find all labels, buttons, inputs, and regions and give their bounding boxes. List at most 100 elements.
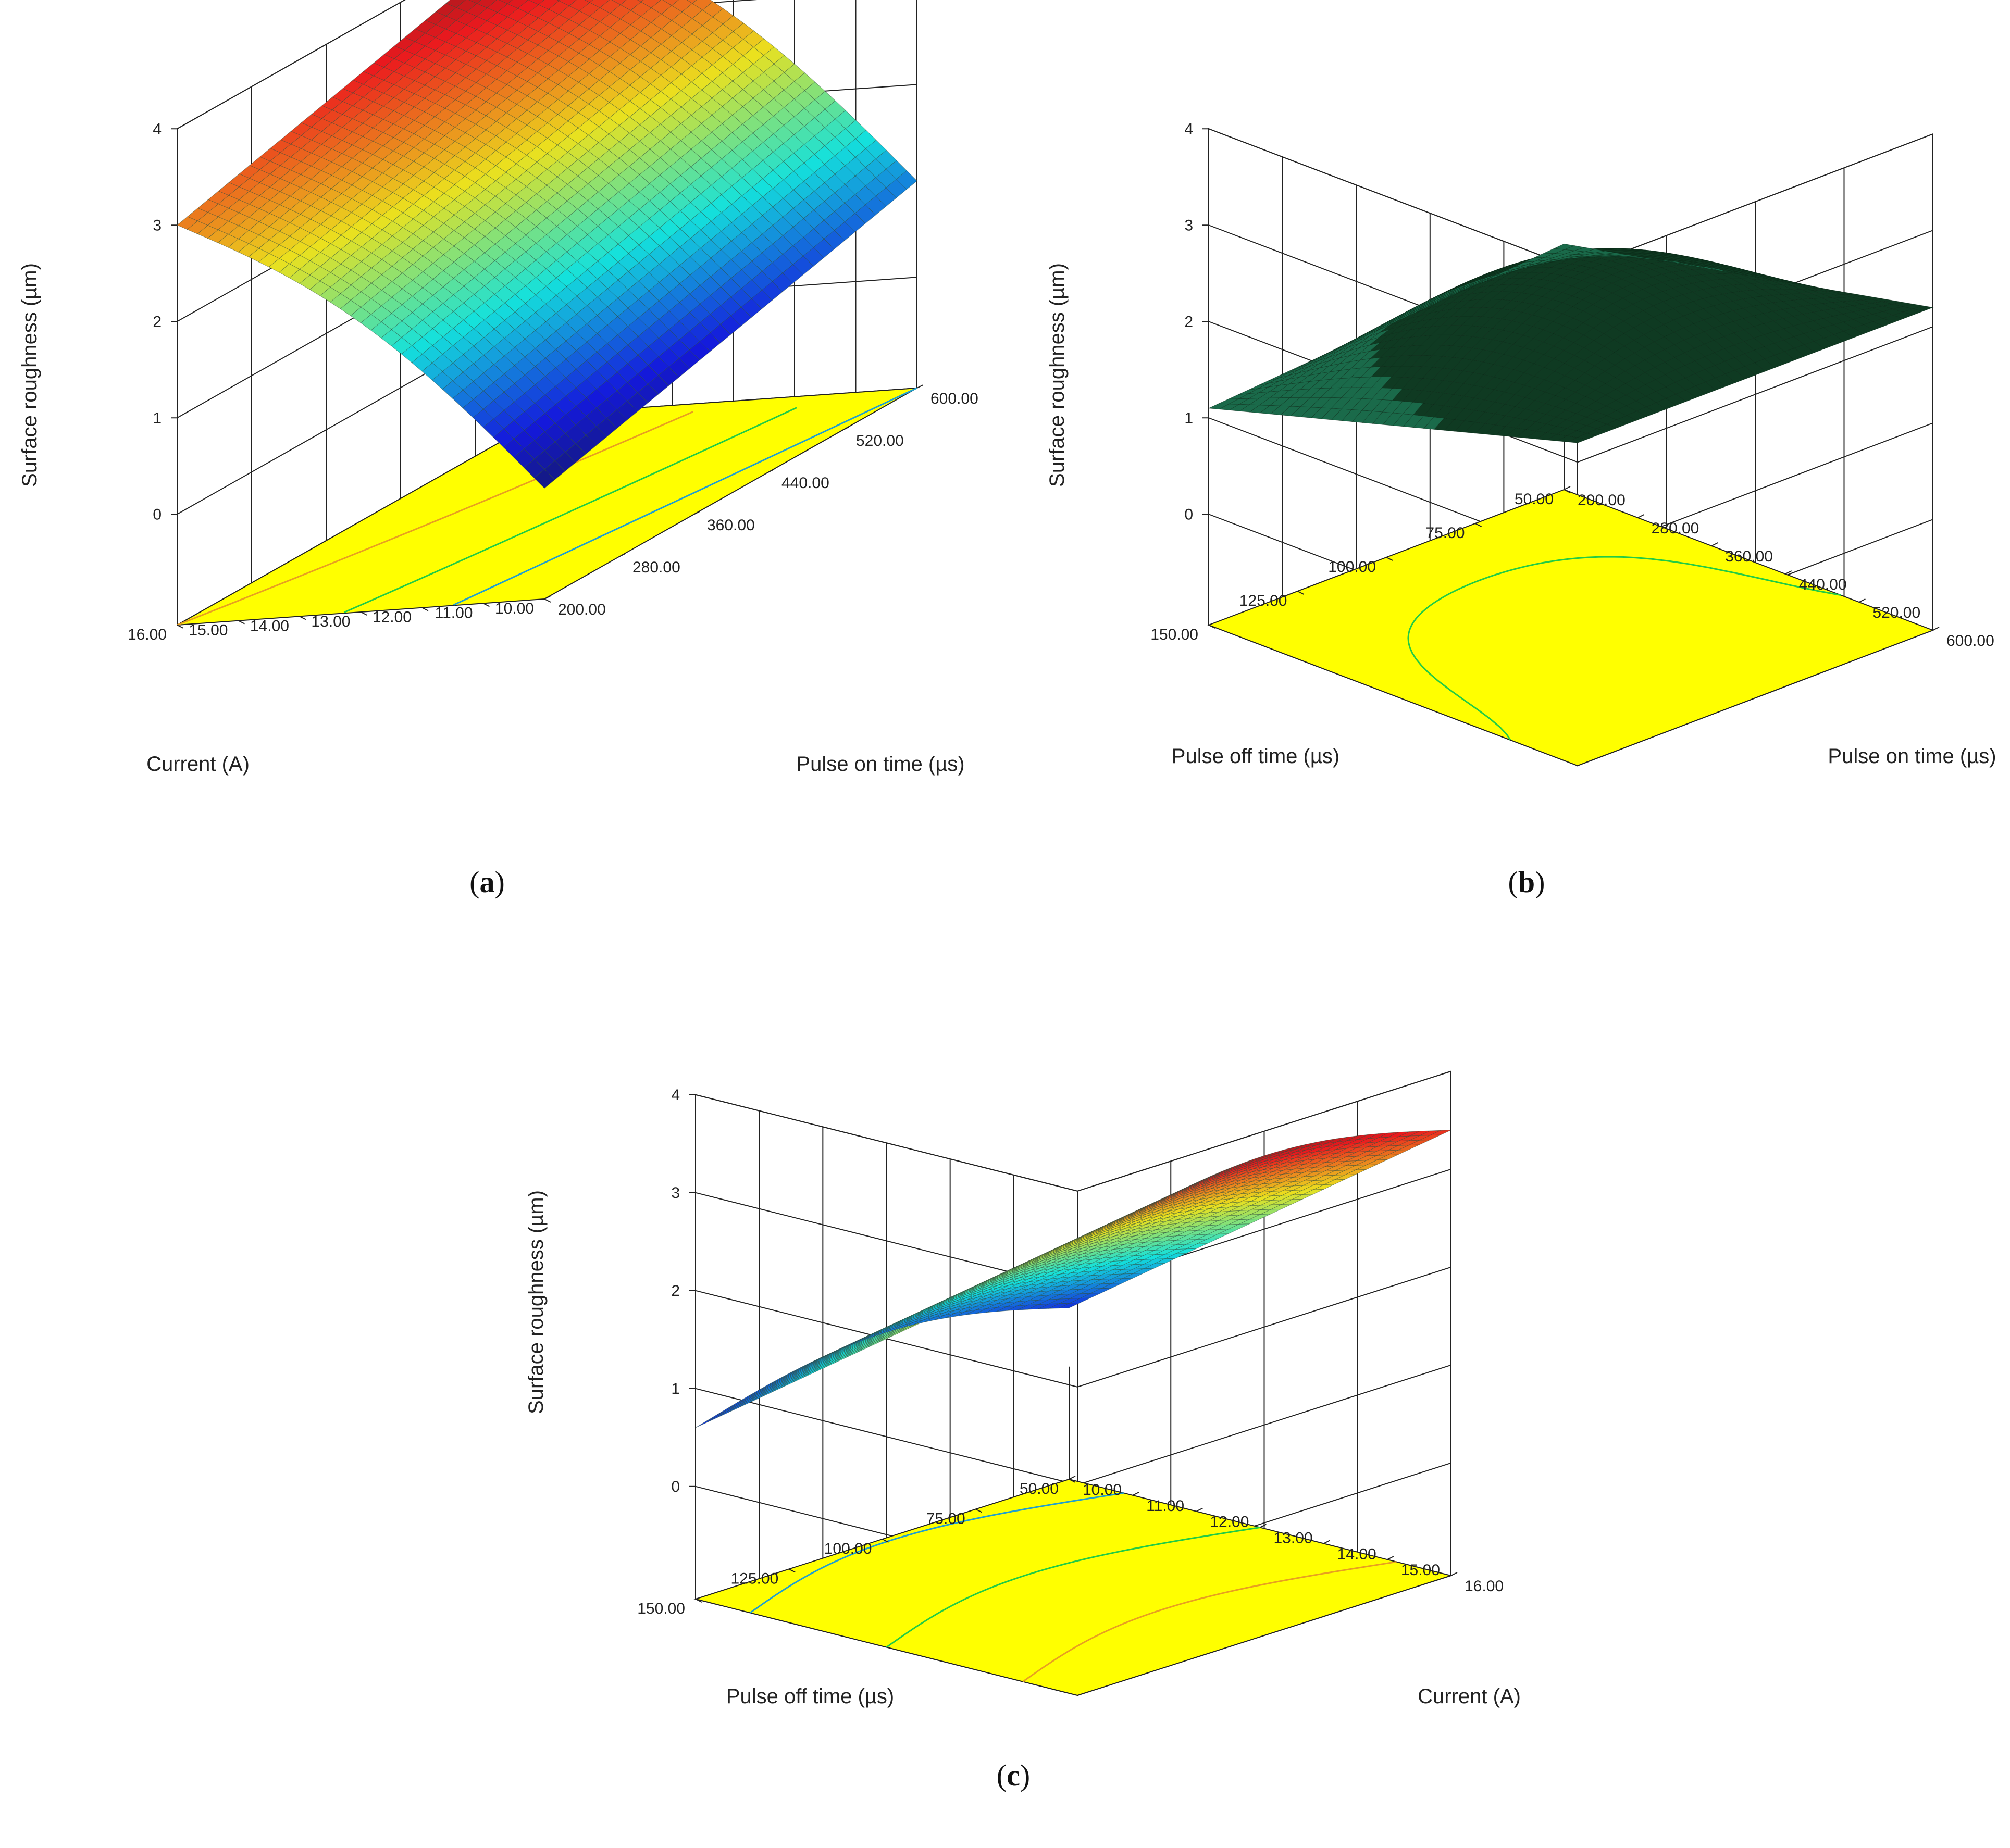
y-tick-mark (1564, 486, 1571, 490)
y-tick-mark (1132, 1491, 1139, 1496)
z-axis-label: Surface roughness (µm) (525, 1190, 548, 1414)
y-tick-mark (1785, 570, 1792, 575)
y-axis-label: Pulse on time (µs) (1828, 745, 1996, 768)
x-tick-label: 13.00 (311, 613, 350, 630)
y-tick-label: 200.00 (1578, 492, 1626, 509)
surface-cell (533, 469, 555, 489)
floor-contour-line (177, 411, 693, 626)
x-tick-mark (544, 598, 551, 603)
y-tick-label: 15.00 (1401, 1562, 1440, 1579)
y-tick-mark (767, 469, 775, 473)
x-tick-label: 50.00 (1515, 491, 1554, 508)
y-axis-label: Current (A) (1418, 1685, 1521, 1708)
x-tick-mark (238, 620, 245, 625)
x-axis-label: Current (A) (146, 753, 250, 776)
z-tick-label: 2 (1184, 313, 1193, 330)
floor-contour-line (1022, 1561, 1397, 1682)
floor-contours (1407, 556, 1841, 741)
caption-a: (a) (469, 865, 505, 899)
y-tick-label: 600.00 (930, 390, 978, 407)
response-surface (695, 1130, 1451, 1428)
z-tick-label: 2 (153, 313, 162, 330)
y-tick-label: 13.00 (1274, 1530, 1313, 1547)
y-tick-mark (1858, 598, 1866, 603)
x-tick-label: 50.00 (1020, 1480, 1059, 1497)
y-tick-mark (1069, 1476, 1076, 1480)
y-tick-mark (544, 595, 551, 600)
caption-c: (c) (996, 1758, 1031, 1792)
x-axis-label: Pulse off time (µs) (726, 1685, 894, 1708)
z-axis-label: Surface roughness (µm) (1046, 263, 1069, 487)
x-tick-label: 16.00 (128, 626, 167, 643)
y-tick-mark (1637, 514, 1645, 518)
y-tick-mark (1196, 1507, 1203, 1512)
x-tick-mark (361, 611, 367, 616)
x-axis-label: Pulse off time (µs) (1172, 745, 1339, 768)
x-tick-label: 14.00 (250, 617, 289, 634)
y-tick-mark (618, 553, 626, 557)
x-tick-label: 11.00 (435, 604, 473, 621)
z-tick-label: 0 (671, 1478, 680, 1495)
surface-plot-c: 0 1 2 3 4 150.00 125.00 100.00 75.00 50.00 10.00 11… (516, 927, 1521, 1740)
x-tick-label: 15.00 (189, 622, 228, 639)
floor-contour-plane (693, 1478, 1453, 1696)
y-tick-label: 440.00 (781, 475, 829, 492)
y-tick-label: 200.00 (558, 601, 606, 618)
y-tick-mark (1387, 1556, 1394, 1560)
surface-cell (1553, 243, 1575, 250)
z-tick-label: 1 (153, 409, 162, 427)
x-tick-mark (975, 1508, 983, 1513)
surface-cell (686, 0, 697, 4)
y-tick-mark (1450, 1572, 1458, 1576)
x-tick-label: 75.00 (1425, 525, 1465, 542)
y-tick-mark (1711, 542, 1718, 546)
x-axis-ticks: 150.00 125.00 100.00 75.00 50.00 (1150, 489, 1571, 643)
z-gridline (695, 1364, 1451, 1485)
response-surface (177, 0, 917, 489)
x-tick-label: 75.00 (926, 1510, 965, 1528)
surface-plot-a: 0 1 2 3 4 16.00 15.00 14.00 13.00 12.00 11.00 10.00… (0, 0, 1005, 865)
z-ticks: 0 1 2 3 4 (671, 1087, 696, 1495)
floor-contour-plane (1207, 489, 1934, 767)
floor-contour-line (343, 407, 797, 614)
y-tick-label: 520.00 (1872, 604, 1920, 621)
x-axis-ticks: 16.00 15.00 14.00 13.00 12.00 11.00 10.00 (128, 598, 551, 643)
z-ticks: 0 1 2 3 4 (1184, 120, 1209, 523)
y-tick-label: 600.00 (1946, 632, 1994, 650)
x-tick-label: 100.00 (1328, 558, 1376, 576)
y-tick-label: 440.00 (1799, 576, 1847, 593)
x-tick-mark (1297, 591, 1304, 595)
y-tick-label: 11.00 (1146, 1497, 1184, 1515)
y-tick-mark (1260, 1524, 1267, 1528)
x-tick-mark (695, 1599, 702, 1603)
y-tick-mark (693, 511, 700, 515)
z-tick-label: 4 (671, 1087, 680, 1104)
z-tick-label: 3 (671, 1184, 680, 1202)
y-tick-label: 12.00 (1210, 1514, 1249, 1531)
x-tick-label: 150.00 (637, 1600, 685, 1617)
floor-contours (749, 1492, 1397, 1682)
y-tick-mark (1323, 1540, 1331, 1544)
z-tick-label: 0 (153, 506, 162, 523)
floor-contour-line (453, 387, 917, 606)
y-tick-label: 520.00 (856, 432, 904, 449)
x-tick-mark (1208, 625, 1215, 629)
y-tick-label: 360.00 (1725, 548, 1773, 565)
x-tick-mark (299, 616, 306, 620)
z-ticks: 0 1 2 3 4 (153, 120, 177, 523)
y-axis-ticks: 10.00 11.00 12.00 13.00 14.00 15.00 16.00 (1069, 1476, 1504, 1595)
floor-contours (177, 387, 917, 626)
surface-plot-a-svg: 0 1 2 3 4 16.00 15.00 14.00 13.00 12.00 11.00 10.00… (18, 0, 978, 776)
z-tick-label: 4 (153, 120, 162, 138)
x-tick-mark (483, 603, 490, 607)
y-axis-ticks: 200.00 280.00 360.00 440.00 520.00 600.00 (1564, 486, 1994, 650)
y-axis-ticks: 200.00 280.00 360.00 440.00 520.00 600.00 (544, 384, 978, 618)
z-tick-label: 3 (153, 217, 162, 234)
y-tick-label: 360.00 (707, 517, 755, 534)
x-tick-mark (1069, 1479, 1076, 1483)
x-tick-mark (882, 1539, 889, 1543)
x-tick-mark (1564, 489, 1571, 493)
x-tick-mark (421, 607, 429, 611)
floor-contour-line (886, 1527, 1260, 1648)
